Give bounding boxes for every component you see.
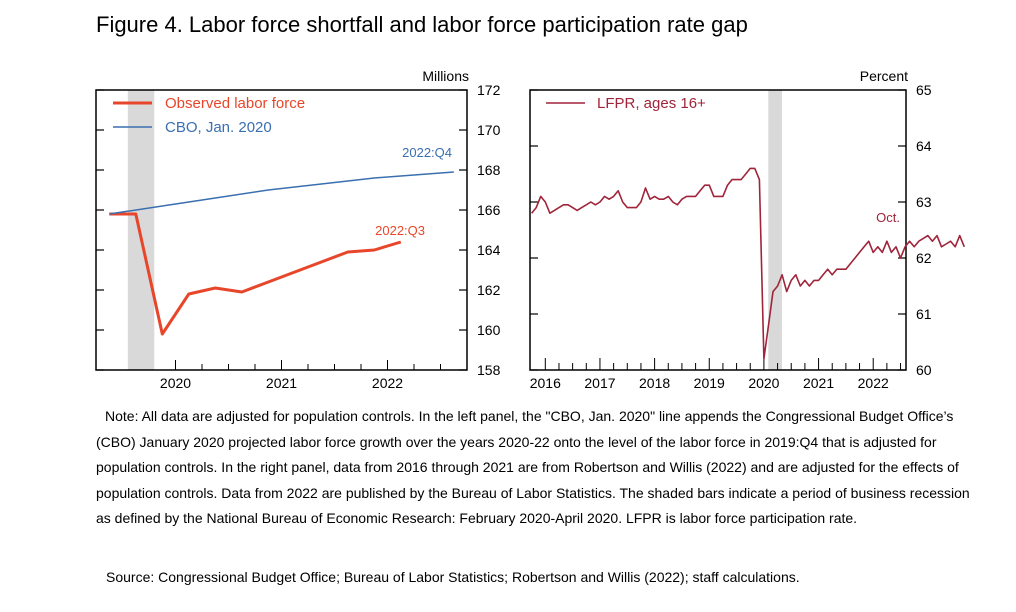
- y-tick-label: 62: [916, 250, 932, 266]
- y-tick-label: 162: [477, 282, 501, 298]
- y-tick-label: 172: [477, 82, 501, 98]
- y-tick-label: 64: [916, 138, 932, 154]
- x-tick-label: 2020: [160, 375, 191, 391]
- y-tick-label: 65: [916, 82, 932, 98]
- x-tick-label: 2016: [530, 375, 561, 391]
- legend-label-cbo: CBO, Jan. 2020: [165, 119, 272, 136]
- y-tick-label: 170: [477, 122, 501, 138]
- x-tick-label: 2017: [584, 375, 615, 391]
- y-tick-label: 63: [916, 194, 932, 210]
- annotation-observed-q3: 2022:Q3: [375, 223, 425, 238]
- y-tick-label: 164: [477, 242, 501, 258]
- y-tick-label: 168: [477, 162, 501, 178]
- x-tick-label: 2020: [748, 375, 779, 391]
- figure-charts: 158 160 162 164 166 168 170 172 Millions 2020 2021…: [95, 68, 966, 391]
- y-axis-label: Percent: [860, 68, 908, 84]
- y-axis-label: Millions: [422, 68, 469, 84]
- x-tick-label: 2022: [858, 375, 889, 391]
- y-tick-label: 166: [477, 202, 501, 218]
- plot-frame: [529, 89, 907, 371]
- x-tick-label: 2022: [372, 375, 403, 391]
- x-tick-label: 2019: [694, 375, 725, 391]
- recession-shade: [127, 90, 155, 370]
- annotation-oct: Oct.: [876, 210, 900, 225]
- y-tick-label: 61: [916, 306, 932, 322]
- lfpr-line: [530, 167, 966, 360]
- legend-label-lfpr: LFPR, ages 16+: [597, 95, 706, 112]
- recession-shade: [768, 90, 782, 370]
- x-tick-label: 2021: [266, 375, 297, 391]
- figure-title: Figure 4. Labor force shortfall and labo…: [96, 12, 748, 37]
- figure-source: Source: Congressional Budget Office; Bur…: [106, 569, 800, 585]
- x-tick-label: 2018: [639, 375, 670, 391]
- y-tick-label: 60: [916, 362, 932, 378]
- y-tick-label: 158: [477, 362, 501, 378]
- observed-labor-force-line: [109, 212, 402, 336]
- y-tick-label: 160: [477, 322, 501, 338]
- legend-label-observed: Observed labor force: [165, 95, 305, 112]
- figure-note: Note: All data are adjusted for populati…: [96, 408, 970, 527]
- cbo-projection-line: [109, 171, 454, 215]
- x-tick-label: 2021: [803, 375, 834, 391]
- annotation-cbo-q4: 2022:Q4: [402, 145, 452, 160]
